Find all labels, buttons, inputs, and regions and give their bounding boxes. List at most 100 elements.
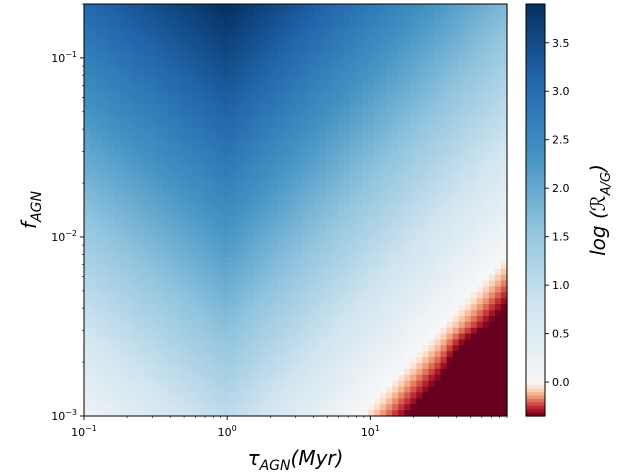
heatmap-cell: [434, 245, 442, 252]
heatmap-cell: [168, 333, 176, 341]
heatmap-cell: [114, 104, 121, 111]
heatmap-cell: [482, 327, 490, 335]
heatmap-cell: [108, 386, 115, 394]
heatmap-cell: [150, 168, 158, 176]
heatmap-cell: [331, 109, 339, 117]
heatmap-cell: [90, 345, 97, 352]
heatmap-cell: [271, 139, 278, 146]
heatmap-cell: [440, 286, 448, 293]
heatmap-cell: [361, 33, 369, 40]
heatmap-cell: [289, 374, 297, 382]
heatmap-cell: [295, 210, 303, 217]
heatmap-cell: [464, 327, 472, 335]
heatmap-cell: [386, 351, 393, 358]
heatmap-cell: [138, 127, 146, 135]
heatmap-cell: [331, 368, 339, 376]
heatmap-cell: [186, 162, 194, 170]
heatmap-cell: [343, 268, 351, 276]
heatmap-cell: [398, 56, 405, 64]
heatmap-cell: [392, 33, 399, 40]
heatmap-cell: [488, 268, 496, 276]
heatmap-cell: [428, 239, 436, 246]
heatmap-cell: [132, 392, 139, 399]
heatmap-cell: [289, 304, 297, 311]
heatmap-cell: [374, 392, 381, 399]
heatmap-cell: [277, 286, 285, 293]
heatmap-cell: [192, 39, 200, 46]
heatmap-cell: [235, 145, 242, 152]
heatmap-cell: [488, 4, 496, 11]
heatmap-cell: [307, 298, 315, 305]
heatmap-cell: [96, 68, 103, 76]
heatmap-cell: [126, 386, 133, 394]
heatmap-cell: [96, 221, 103, 229]
heatmap-cell: [458, 357, 466, 364]
heatmap-cell: [416, 268, 423, 276]
heatmap-cell: [319, 98, 327, 105]
heatmap-cell: [434, 68, 442, 76]
heatmap-cell: [204, 268, 212, 276]
heatmap-cell: [174, 180, 182, 188]
heatmap-cell: [265, 298, 272, 305]
heatmap-cell: [156, 268, 164, 276]
heatmap-cell: [144, 133, 152, 140]
heatmap-cell: [337, 162, 345, 170]
heatmap-cell: [192, 180, 200, 188]
heatmap-cell: [132, 27, 139, 35]
heatmap-cell: [289, 298, 297, 305]
heatmap-cell: [192, 380, 200, 388]
heatmap-cell: [476, 21, 484, 29]
heatmap-cell: [464, 386, 472, 394]
heatmap-cell: [295, 39, 303, 46]
heatmap-cell: [150, 4, 158, 11]
heatmap-cell: [374, 333, 381, 341]
heatmap-cell: [374, 321, 381, 329]
heatmap-cell: [476, 333, 484, 341]
heatmap-cell: [434, 333, 442, 341]
heatmap-cell: [120, 327, 127, 335]
heatmap-cell: [361, 268, 369, 276]
heatmap-cell: [307, 104, 315, 111]
heatmap-cell: [488, 98, 496, 105]
heatmap-cell: [198, 268, 206, 276]
heatmap-cell: [337, 133, 345, 140]
heatmap-cell: [410, 404, 417, 411]
heatmap-cell: [361, 180, 369, 188]
heatmap-cell: [253, 274, 260, 282]
heatmap-cell: [488, 257, 496, 264]
heatmap-cell: [398, 392, 405, 399]
heatmap-cell: [446, 98, 454, 105]
heatmap-cell: [198, 15, 206, 23]
heatmap-cell: [126, 186, 133, 193]
heatmap-cell: [204, 327, 212, 335]
heatmap-cell: [96, 245, 103, 252]
heatmap-cell: [295, 280, 303, 288]
heatmap-cell: [210, 192, 218, 199]
heatmap-cell: [283, 215, 291, 223]
heatmap-cell: [235, 45, 242, 52]
heatmap-cell: [488, 386, 496, 394]
heatmap-cell: [114, 139, 121, 146]
heatmap-cell: [204, 339, 212, 346]
heatmap-cell: [108, 410, 115, 417]
heatmap-cell: [361, 339, 369, 346]
heatmap-cell: [180, 204, 188, 211]
heatmap-cell: [277, 127, 285, 135]
heatmap-cell: [180, 168, 188, 176]
heatmap-cell: [150, 386, 158, 394]
heatmap-cell: [144, 121, 152, 129]
heatmap-cell: [138, 286, 146, 293]
heatmap-cell: [90, 245, 97, 252]
heatmap-cell: [325, 186, 333, 193]
heatmap-cell: [174, 274, 182, 282]
heatmap-cell: [283, 4, 291, 11]
heatmap-cell: [229, 374, 236, 382]
heatmap-cell: [428, 268, 436, 276]
heatmap-cell: [96, 386, 103, 394]
heatmap-cell: [325, 386, 333, 394]
heatmap-cell: [482, 27, 490, 35]
heatmap-cell: [349, 27, 357, 35]
heatmap-cell: [428, 398, 436, 405]
heatmap-cell: [295, 33, 303, 40]
heatmap-cell: [259, 192, 266, 199]
